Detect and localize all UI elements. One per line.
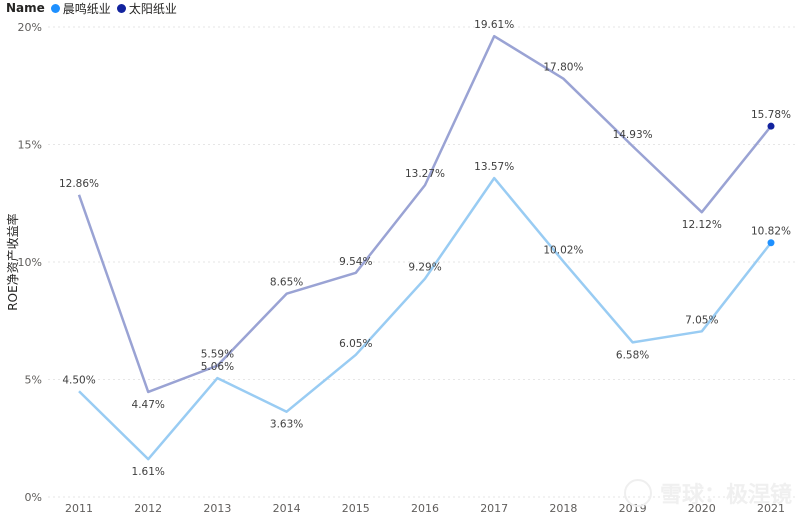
data-label: 13.57% — [474, 161, 514, 173]
data-label: 19.61% — [474, 19, 514, 31]
data-label: 6.05% — [339, 338, 372, 350]
watermark-text: 雪球：极涅镜 — [659, 483, 792, 508]
legend-dot-taiyang — [116, 3, 126, 13]
data-label: 12.86% — [59, 178, 99, 190]
x-tick-label: 2012 — [134, 502, 162, 515]
series-line — [77, 34, 772, 394]
series-end-marker — [767, 122, 775, 130]
y-tick-label: 5% — [25, 374, 42, 387]
data-label: 14.93% — [613, 129, 653, 141]
data-label: 4.47% — [132, 399, 165, 411]
data-label: 6.58% — [616, 349, 649, 361]
data-label: 15.78% — [751, 109, 791, 121]
x-tick-label: 2014 — [273, 502, 301, 515]
x-tick-label: 2021 — [757, 502, 785, 515]
y-tick-label: 15% — [18, 139, 42, 152]
y-tick-label: 0% — [25, 491, 42, 504]
data-label: 9.29% — [408, 262, 441, 274]
legend-label-taiyang: 太阳纸业 — [128, 1, 177, 16]
data-label: 5.06% — [201, 361, 234, 373]
data-label: 13.27% — [405, 168, 445, 180]
legend-item-taiyang[interactable]: 太阳纸业 — [116, 0, 177, 17]
series-line — [78, 176, 772, 461]
data-label: 5.59% — [201, 349, 234, 361]
snowball-logo-icon — [623, 479, 652, 507]
data-label: 12.12% — [682, 219, 722, 231]
data-label: 4.50% — [62, 374, 95, 386]
x-tick-label: 2015 — [342, 502, 370, 515]
series-end-marker — [767, 239, 775, 247]
data-label: 17.80% — [543, 62, 583, 74]
watermark: 雪球：极涅镜 — [623, 477, 792, 509]
y-axis-label: ROE净资产收益率 — [6, 213, 20, 311]
chart-legend: Name 晨鸣纸业 太阳纸业 — [6, 0, 183, 16]
x-tick-label: 2011 — [65, 502, 93, 515]
data-label: 7.05% — [685, 314, 718, 326]
data-label: 3.63% — [270, 419, 303, 431]
legend-label-chenming: 晨鸣纸业 — [62, 1, 111, 16]
legend-dot-chenming — [50, 3, 60, 13]
x-tick-label: 2013 — [203, 502, 231, 515]
x-tick-label: 2016 — [411, 502, 439, 515]
legend-item-chenming[interactable]: 晨鸣纸业 — [50, 0, 111, 17]
data-label: 8.65% — [270, 277, 303, 289]
y-tick-label: 10% — [18, 256, 42, 269]
data-label: 10.02% — [543, 245, 583, 257]
x-tick-label: 2020 — [688, 502, 716, 515]
legend-title: Name — [6, 1, 45, 15]
x-tick-label: 2017 — [480, 502, 508, 515]
data-label: 1.61% — [132, 466, 165, 478]
data-label: 10.82% — [751, 226, 791, 238]
data-label: 9.54% — [339, 256, 372, 268]
x-tick-label: 2018 — [549, 502, 577, 515]
y-tick-label: 20% — [18, 21, 42, 34]
